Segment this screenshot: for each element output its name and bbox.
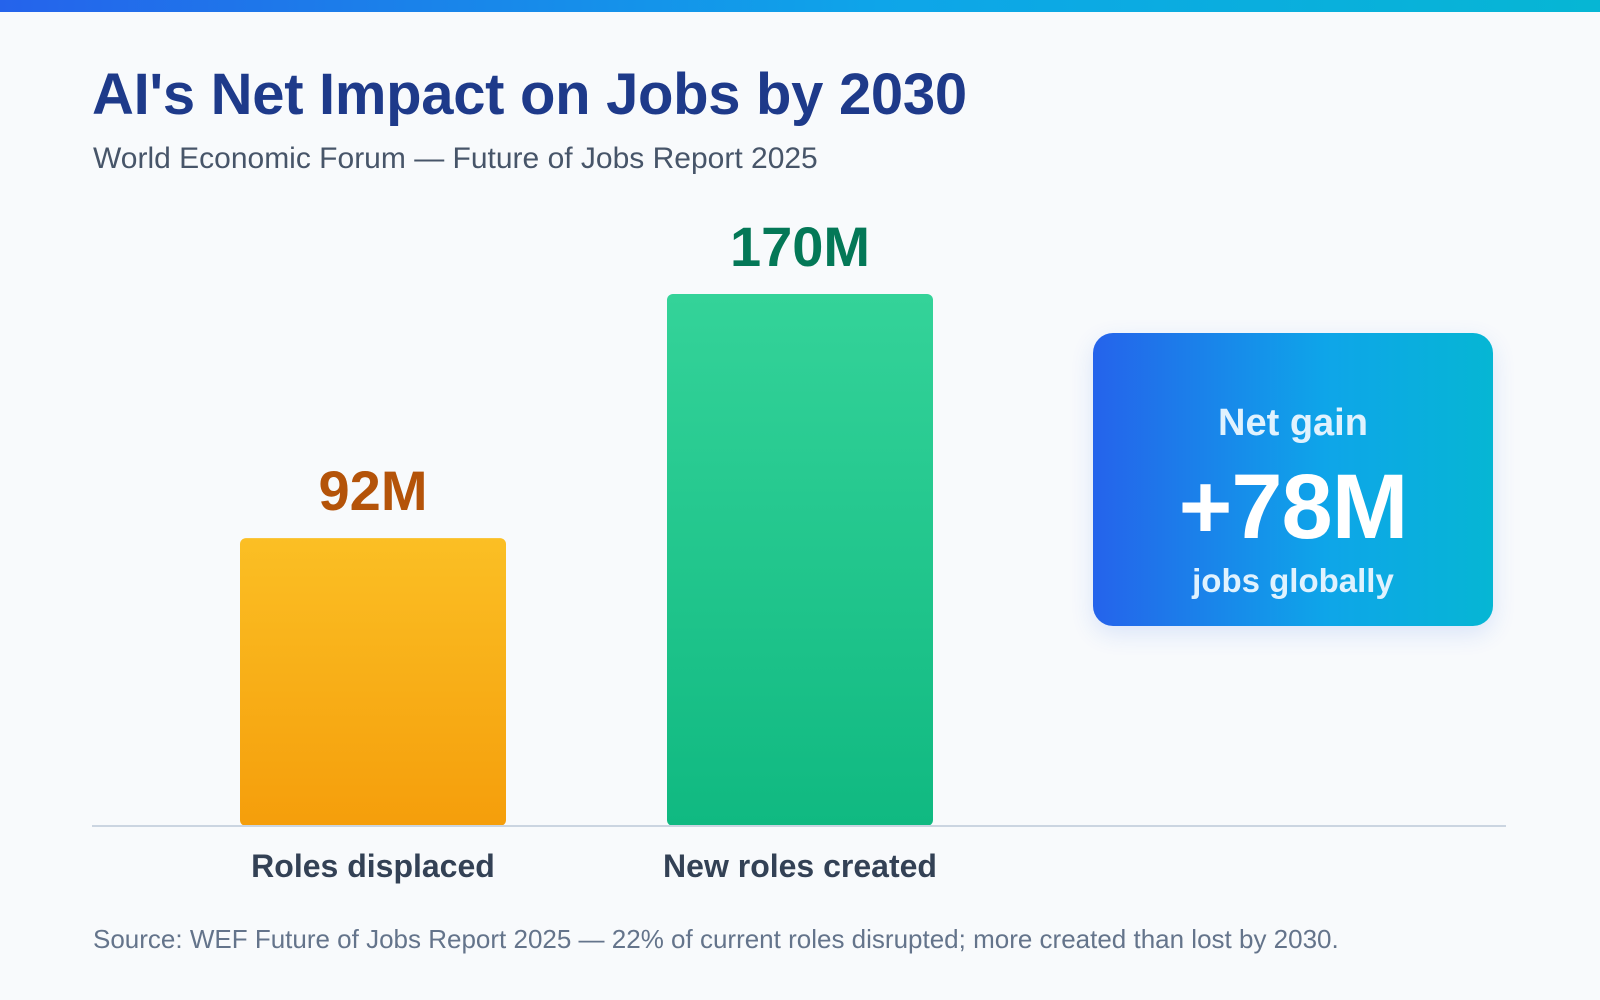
- chart-title: AI's Net Impact on Jobs by 2030: [92, 62, 967, 127]
- new-roles-created-bar: [667, 294, 933, 826]
- roles-displaced-bar: [240, 538, 506, 826]
- bar-series: [240, 294, 933, 826]
- new-roles-created-category-label: New roles created: [663, 848, 937, 884]
- roles-displaced-value-label: 92M: [319, 459, 428, 522]
- net-gain-card: Net gain +78M jobs globally: [1093, 333, 1493, 626]
- new-roles-created-value-label: 170M: [730, 215, 870, 278]
- source-note: Source: WEF Future of Jobs Report 2025 —…: [93, 924, 1339, 954]
- top-accent-bar: [0, 0, 1600, 12]
- bar-labels: 92M Roles displaced 170M New roles created: [251, 215, 937, 884]
- net-gain-value: +78M: [1178, 456, 1409, 558]
- chart-subtitle: World Economic Forum — Future of Jobs Re…: [93, 142, 818, 175]
- net-gain-caption: jobs globally: [1192, 562, 1394, 599]
- roles-displaced-category-label: Roles displaced: [251, 848, 495, 884]
- net-gain-label: Net gain: [1218, 402, 1368, 444]
